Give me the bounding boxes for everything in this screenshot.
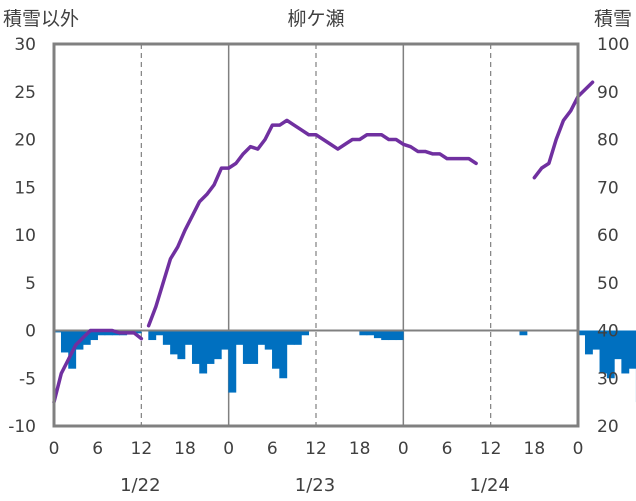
right-tick-label: 50	[597, 274, 619, 294]
x-date-label: 1/24	[469, 475, 509, 496]
snow-depth-line	[52, 328, 144, 404]
left-tick-label: 5	[25, 274, 36, 294]
right-axis-ticks: 100 90 80 70 60 50 40 30 20	[597, 35, 629, 437]
x-date-ticks: 1/22 1/23 1/24	[120, 475, 510, 496]
bar	[228, 330, 237, 393]
right-tick-label: 80	[597, 131, 619, 151]
bar	[177, 330, 186, 360]
bar	[170, 330, 179, 355]
x-hour-label: 0	[573, 439, 584, 459]
bar	[359, 330, 368, 336]
x-hour-label: 6	[92, 439, 103, 459]
bar	[82, 330, 91, 345]
bar	[366, 330, 375, 336]
right-tick-label: 20	[597, 417, 619, 437]
bar	[264, 330, 273, 350]
x-hour-label: 0	[49, 439, 60, 459]
bar-series	[53, 330, 636, 403]
bar	[60, 330, 69, 353]
left-tick-label: -10	[8, 417, 36, 437]
left-tick-label: 10	[14, 226, 36, 246]
bar	[614, 330, 622, 360]
bar	[191, 330, 200, 364]
x-hour-label: 0	[398, 439, 409, 459]
bar	[199, 330, 208, 374]
bar	[104, 330, 113, 336]
bar	[155, 330, 164, 336]
bar	[584, 330, 593, 355]
right-tick-label: 90	[597, 83, 619, 103]
left-tick-label: 0	[25, 322, 36, 342]
x-hour-label: 18	[349, 439, 371, 459]
bar	[133, 330, 142, 334]
x-hour-label: 6	[442, 439, 453, 459]
bar	[97, 330, 106, 336]
bar	[90, 330, 98, 341]
bar	[272, 330, 280, 369]
left-tick-label: 20	[14, 131, 36, 151]
x-hour-label: 12	[305, 439, 327, 459]
chart-title: 柳ケ瀬	[287, 8, 344, 30]
bar	[235, 330, 244, 345]
bar	[162, 330, 171, 345]
bar	[519, 330, 528, 336]
bar	[395, 330, 404, 341]
right-tick-label: 40	[597, 322, 619, 342]
bar	[206, 330, 215, 364]
x-date-label: 1/22	[120, 475, 160, 496]
x-hour-label: 18	[174, 439, 196, 459]
left-tick-label: 15	[14, 178, 36, 198]
bar	[250, 330, 259, 364]
left-tick-label: 25	[14, 83, 36, 103]
bar	[293, 330, 302, 345]
bar	[213, 330, 222, 360]
bar	[286, 330, 295, 345]
snow-depth-series	[52, 80, 595, 404]
snow-depth-line	[532, 80, 595, 180]
bar	[257, 330, 266, 345]
left-axis-ticks: 30 25 20 15 10 5 0 -5 -10	[8, 35, 36, 437]
bar	[606, 330, 615, 379]
bar	[242, 330, 251, 364]
bar	[381, 330, 390, 341]
bar	[628, 330, 636, 369]
bar	[184, 330, 193, 345]
bar	[279, 330, 288, 379]
bar	[221, 330, 229, 350]
bar	[592, 330, 601, 350]
left-axis-label: 積雪以外	[3, 8, 79, 30]
plot-frame	[52, 42, 580, 428]
x-hour-label: 0	[223, 439, 234, 459]
bar	[621, 330, 630, 374]
bar	[388, 330, 397, 341]
bar	[148, 330, 157, 341]
grid-lines	[140, 44, 492, 426]
bar	[577, 330, 586, 336]
x-hour-label: 18	[524, 439, 546, 459]
bar	[373, 330, 382, 339]
snow-depth-line	[146, 118, 478, 328]
right-tick-label: 30	[597, 369, 619, 389]
right-tick-label: 70	[597, 178, 619, 198]
right-tick-label: 100	[597, 35, 629, 55]
x-hour-label: 12	[131, 439, 153, 459]
x-hour-label: 6	[267, 439, 278, 459]
left-tick-label: -5	[19, 369, 36, 389]
x-date-label: 1/23	[295, 475, 335, 496]
bar	[301, 330, 310, 336]
right-axis-label: 積雪	[594, 8, 632, 30]
left-tick-label: 30	[14, 35, 36, 55]
x-hour-ticks: 0 6 12 18 0 6 12 18 0 6 12 18 0	[49, 439, 584, 459]
bar	[599, 330, 608, 374]
x-hour-label: 12	[480, 439, 502, 459]
right-tick-label: 60	[597, 226, 619, 246]
